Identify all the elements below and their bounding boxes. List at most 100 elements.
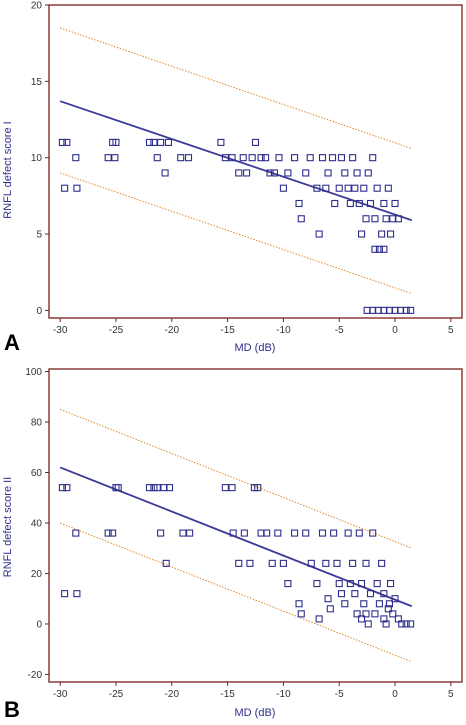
data-point	[266, 169, 274, 177]
panel-label: B	[4, 697, 20, 722]
data-point	[61, 184, 69, 192]
data-point	[402, 306, 410, 314]
data-point	[315, 615, 323, 623]
data-point	[72, 154, 80, 162]
data-point	[373, 580, 381, 588]
data-point	[104, 154, 112, 162]
data-point	[335, 580, 343, 588]
data-point	[268, 559, 276, 567]
data-point	[357, 580, 366, 588]
data-point	[145, 484, 154, 492]
data-point	[228, 484, 236, 492]
data-point	[229, 529, 237, 537]
data-point	[279, 559, 287, 567]
data-point	[326, 605, 334, 613]
data-point	[240, 529, 248, 537]
data-point	[375, 245, 383, 253]
data-point	[263, 529, 271, 537]
data-point	[291, 529, 299, 537]
data-point	[360, 600, 368, 608]
x-tick-label: -30	[53, 689, 68, 700]
x-tick-label: -5	[335, 325, 344, 336]
data-point	[318, 154, 327, 162]
lower-confidence-line	[59, 172, 412, 295]
data-point	[362, 559, 370, 567]
data-point	[275, 154, 283, 162]
data-point	[161, 169, 169, 177]
data-point	[341, 169, 349, 177]
data-point	[217, 138, 225, 146]
data-points	[58, 138, 415, 314]
data-point	[109, 529, 117, 537]
data-point	[307, 559, 315, 567]
data-point	[73, 590, 81, 598]
data-points	[58, 484, 415, 628]
data-point	[391, 199, 399, 208]
data-point	[153, 154, 161, 162]
data-point	[351, 590, 359, 598]
data-point	[362, 215, 370, 223]
y-tick-label: 20	[31, 569, 43, 580]
data-point	[357, 230, 366, 238]
data-point	[375, 600, 383, 608]
data-point	[341, 600, 349, 608]
data-point	[380, 245, 388, 253]
data-point	[387, 580, 395, 588]
data-point	[184, 154, 193, 162]
data-point	[295, 199, 303, 208]
data-point	[355, 529, 363, 537]
data-point	[297, 610, 305, 618]
data-point	[366, 199, 375, 208]
panel-label: A	[4, 330, 20, 355]
data-point	[330, 529, 338, 537]
data-point	[387, 230, 395, 238]
y-tick-label: 100	[25, 367, 42, 378]
data-point	[254, 484, 262, 492]
y-axis-label: RNFL defect score I	[2, 121, 14, 218]
data-point	[63, 484, 71, 492]
data-point	[380, 615, 388, 623]
upper-confidence-line	[59, 408, 412, 549]
data-point	[61, 590, 69, 598]
x-axis-label: MD (dB)	[235, 707, 276, 719]
data-point	[391, 595, 399, 603]
x-tick-label: -5	[335, 689, 344, 700]
x-axis-label: MD (dB)	[235, 342, 276, 354]
x-tick-label: -15	[220, 325, 235, 336]
data-point	[114, 484, 122, 492]
panel-b-chart: -30 -25 -20 -15 -10 -5 0 5 -20 0 20 40 60 80 100 RNFL …	[2, 367, 463, 722]
y-axis-label: RNFL defect score II	[2, 477, 14, 577]
data-point	[228, 154, 236, 162]
data-point	[58, 138, 66, 146]
data-point	[235, 559, 243, 567]
x-tick-label: -25	[109, 689, 124, 700]
y-tick-label: 5	[36, 230, 42, 241]
data-point	[346, 199, 354, 208]
data-point	[371, 245, 379, 253]
data-point	[337, 590, 345, 598]
x-tick-label: -15	[220, 689, 235, 700]
data-point	[257, 154, 265, 162]
data-point	[166, 484, 174, 492]
plot-frame	[48, 368, 463, 683]
data-point	[324, 595, 332, 603]
data-point	[313, 184, 321, 192]
upper-confidence-line	[59, 27, 412, 149]
data-point	[373, 184, 381, 192]
y-tick-label: 0	[36, 619, 42, 630]
data-point	[306, 154, 314, 162]
x-tick-label: -20	[165, 689, 180, 700]
data-point	[157, 138, 165, 146]
data-point	[378, 559, 386, 567]
data-point	[384, 605, 392, 613]
data-point	[279, 184, 287, 192]
data-point	[344, 529, 352, 537]
data-point	[104, 529, 112, 537]
data-point	[186, 529, 194, 537]
data-point	[164, 138, 172, 146]
data-point	[302, 529, 310, 537]
data-point	[284, 169, 292, 177]
data-point	[402, 620, 410, 628]
data-point	[284, 580, 292, 588]
